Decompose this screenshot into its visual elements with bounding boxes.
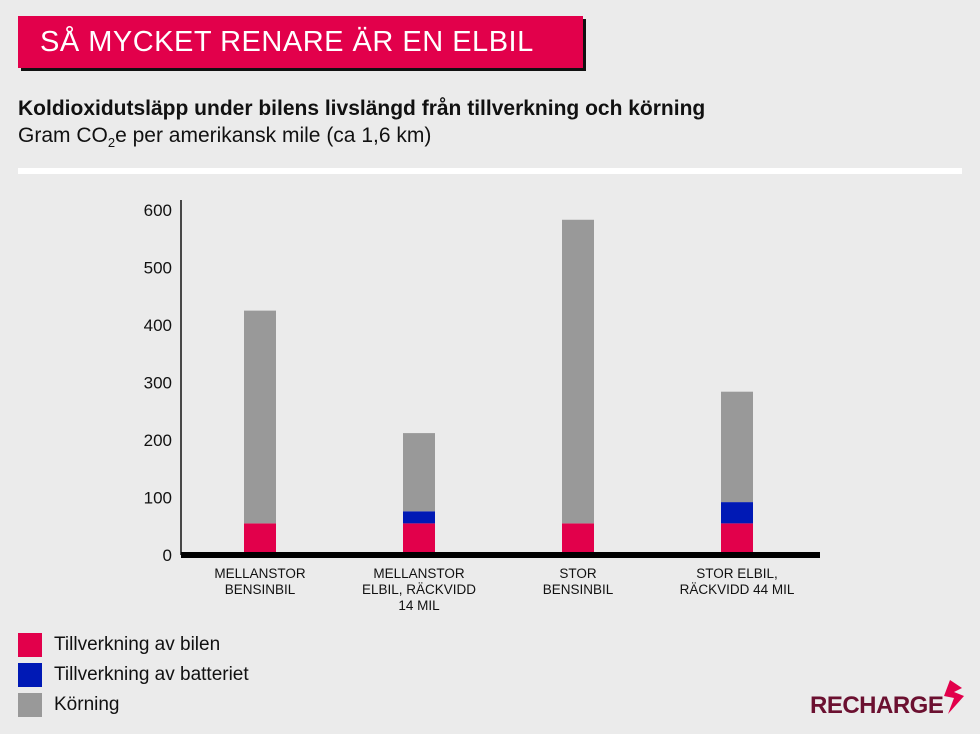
bar-segment xyxy=(244,310,276,524)
divider xyxy=(18,168,962,174)
bar-segment xyxy=(403,511,435,524)
x-tick-label: BENSINBIL xyxy=(225,582,296,597)
bar-segment xyxy=(562,523,594,555)
y-tick-label: 100 xyxy=(144,489,172,508)
logo-text: RECHARGE xyxy=(810,692,944,719)
chart-subtitle: Gram CO2e per amerikansk mile (ca 1,6 km… xyxy=(18,124,431,150)
bar-segment xyxy=(721,502,753,524)
legend: Tillverkning av bilen Tillverkning av ba… xyxy=(18,630,249,720)
legend-item-battery: Tillverkning av batteriet xyxy=(18,660,249,690)
legend-label: Tillverkning av bilen xyxy=(54,634,221,655)
legend-swatch xyxy=(18,633,42,657)
y-tick-label: 500 xyxy=(144,259,172,278)
bar-segment xyxy=(721,391,753,503)
bar-segment xyxy=(403,433,435,512)
bar-segment xyxy=(403,523,435,555)
bar-segment xyxy=(562,219,594,524)
legend-label: Körning xyxy=(54,694,120,715)
x-tick-label: RÄCKVIDD 44 MIL xyxy=(680,582,795,597)
y-tick-label: 600 xyxy=(144,201,172,220)
chart-title: Koldioxidutsläpp under bilens livslängd … xyxy=(18,97,706,120)
legend-swatch xyxy=(18,663,42,687)
x-tick-label: 14 MIL xyxy=(398,598,440,613)
y-tick-label: 300 xyxy=(144,374,172,393)
legend-label: Tillverkning av batteriet xyxy=(54,664,249,685)
lightning-icon xyxy=(944,680,964,714)
banner-title: SÅ MYCKET RENARE ÄR EN ELBIL xyxy=(18,16,583,68)
bar-segment xyxy=(721,523,753,555)
x-tick-label: BENSINBIL xyxy=(543,582,614,597)
y-tick-label: 0 xyxy=(163,546,172,565)
subtitle-subscript: 2 xyxy=(107,135,116,151)
x-tick-label: STOR xyxy=(559,566,597,581)
y-tick-label: 200 xyxy=(144,431,172,450)
legend-item-driving: Körning xyxy=(18,690,249,720)
y-tick-label: 400 xyxy=(144,316,172,335)
legend-item-car: Tillverkning av bilen xyxy=(18,630,249,660)
x-tick-label: ELBIL, RÄCKVIDD xyxy=(362,582,476,597)
x-tick-label: MELLANSTOR xyxy=(373,566,465,581)
recharge-logo: RECHARGE xyxy=(808,680,968,720)
x-tick-label: STOR ELBIL, xyxy=(696,566,778,581)
legend-swatch xyxy=(18,693,42,717)
x-axis-line xyxy=(181,552,820,558)
subtitle-text: Gram CO xyxy=(18,124,108,147)
subtitle-text-end: e per amerikansk mile (ca 1,6 km) xyxy=(115,124,432,147)
bar-segment xyxy=(244,523,276,555)
x-tick-label: MELLANSTOR xyxy=(214,566,306,581)
